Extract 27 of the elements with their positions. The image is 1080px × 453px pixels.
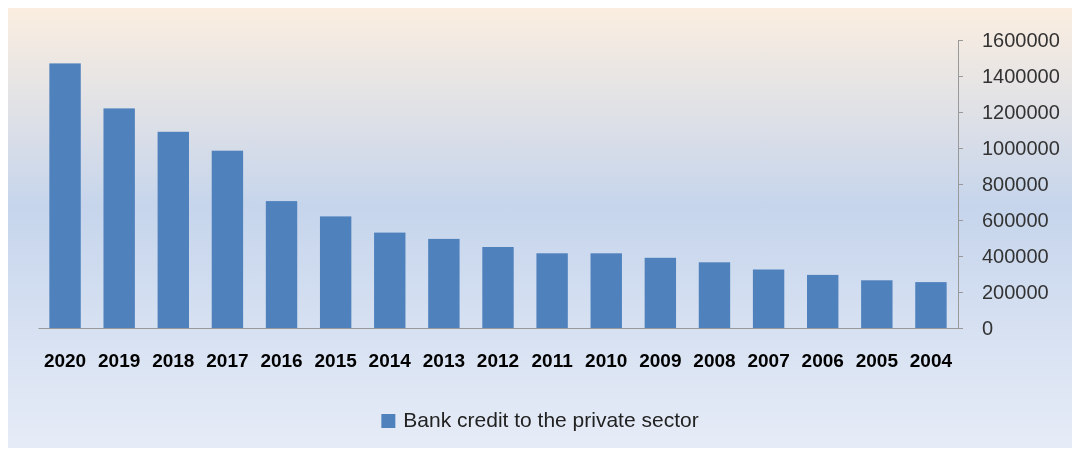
x-tick-label: 2005 bbox=[855, 350, 899, 372]
y-tick-label: 1600000 bbox=[982, 28, 1060, 51]
x-tick-label: 2004 bbox=[909, 350, 953, 372]
x-tick-label: 2017 bbox=[206, 350, 249, 372]
x-tick-label: 2006 bbox=[801, 350, 844, 372]
x-tick-label: 2020 bbox=[43, 350, 87, 372]
y-tick-label: 1000000 bbox=[982, 136, 1060, 159]
y-tick-label: 800000 bbox=[982, 172, 1049, 195]
x-tick-label: 2009 bbox=[639, 350, 682, 372]
x-tick-label: 2007 bbox=[747, 350, 790, 372]
x-tick-label: 2015 bbox=[314, 350, 358, 372]
x-tick-label: 2018 bbox=[152, 350, 195, 372]
x-tick-label: 2013 bbox=[422, 350, 466, 372]
y-tick-label: 1400000 bbox=[982, 64, 1060, 87]
x-tick-label: 2008 bbox=[693, 350, 736, 372]
y-tick-label: 400000 bbox=[982, 244, 1049, 267]
y-tick-label: 600000 bbox=[982, 208, 1049, 231]
x-tick-label: 2011 bbox=[531, 350, 574, 372]
y-tick-label: 200000 bbox=[982, 280, 1049, 303]
legend-label: Bank credit to the private sector bbox=[403, 408, 699, 431]
x-tick-label: 2010 bbox=[585, 350, 628, 372]
y-tick-label: 1200000 bbox=[982, 100, 1060, 123]
x-tick-label: 2012 bbox=[476, 350, 520, 372]
x-tick-label: 2016 bbox=[260, 350, 303, 372]
y-tick-label: 0 bbox=[982, 316, 994, 339]
x-tick-label: 2014 bbox=[368, 350, 412, 372]
x-tick-label: 2019 bbox=[98, 350, 141, 372]
